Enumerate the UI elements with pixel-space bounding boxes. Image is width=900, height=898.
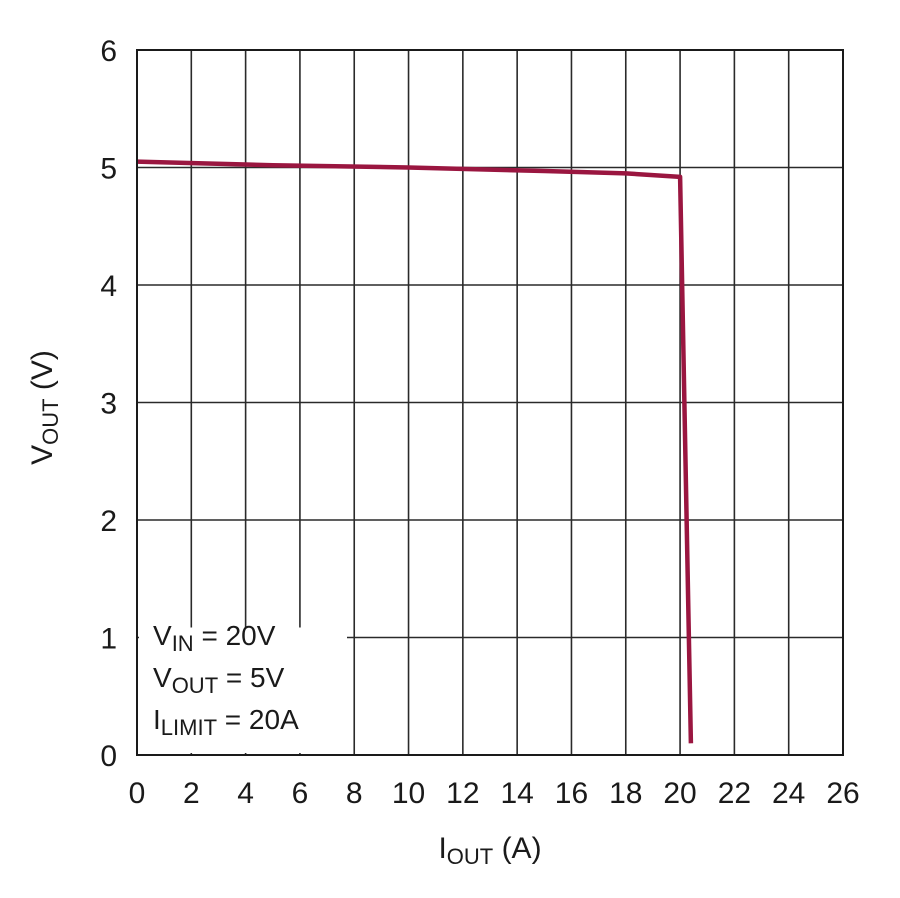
x-tick-label: 26 [826, 777, 859, 810]
y-tick-label: 4 [100, 270, 117, 303]
x-axis-title-main: I [438, 832, 446, 865]
x-tick-label: 6 [292, 777, 309, 810]
y-axis-title-unit: (V) [26, 350, 59, 398]
x-tick-label: 14 [500, 777, 533, 810]
y-tick-label: 5 [100, 153, 117, 186]
annotation-rest: = 20A [217, 704, 299, 735]
annotation-background [139, 627, 347, 753]
x-axis-title-unit: (A) [493, 832, 541, 865]
annotation-sub: OUT [172, 673, 218, 698]
y-tick-label: 0 [100, 740, 117, 773]
x-tick-label: 0 [129, 777, 146, 810]
y-axis-title-sub: OUT [38, 398, 63, 444]
annotation-sub: IN [172, 631, 194, 656]
x-axis-title: IOUT (A) [438, 832, 541, 869]
x-tick-label: 16 [555, 777, 588, 810]
y-tick-label: 1 [100, 623, 117, 656]
annotation-box [139, 627, 347, 753]
y-axis-title-main: V [26, 445, 59, 465]
y-tick-label: 2 [100, 505, 117, 538]
annotation-main: V [153, 662, 172, 693]
x-tick-label: 12 [446, 777, 479, 810]
annotation-main: V [153, 620, 172, 651]
x-tick-label: 22 [718, 777, 751, 810]
x-tick-label: 4 [237, 777, 254, 810]
x-tick-label: 18 [609, 777, 642, 810]
x-tick-label: 10 [392, 777, 425, 810]
y-tick-label: 3 [100, 388, 117, 421]
annotation-rest: = 5V [218, 662, 284, 693]
series-layer [136, 159, 694, 744]
y-tick-label: 6 [100, 35, 117, 68]
x-tick-label: 20 [663, 777, 696, 810]
x-tick-label: 2 [183, 777, 200, 810]
annotation-line: ILIMIT = 20A [153, 704, 299, 740]
annotation-sub: LIMIT [161, 715, 217, 740]
x-tick-label: 24 [772, 777, 805, 810]
annotation-line: VIN = 20V [153, 620, 276, 656]
series-line [136, 159, 694, 744]
y-tick-labels: 0 1 2 3 4 5 6 [100, 35, 117, 773]
x-tick-labels: 0 2 4 6 8 10 12 14 16 18 20 22 24 26 [129, 777, 860, 810]
annotation-main: I [153, 704, 161, 735]
annotation-rest: = 20V [194, 620, 276, 651]
annotation-line: VOUT = 5V [153, 662, 285, 698]
y-axis-title: VOUT (V) [26, 350, 63, 465]
x-axis-title-sub: OUT [447, 844, 493, 869]
plot-frame [136, 49, 844, 756]
x-tick-label: 8 [346, 777, 363, 810]
